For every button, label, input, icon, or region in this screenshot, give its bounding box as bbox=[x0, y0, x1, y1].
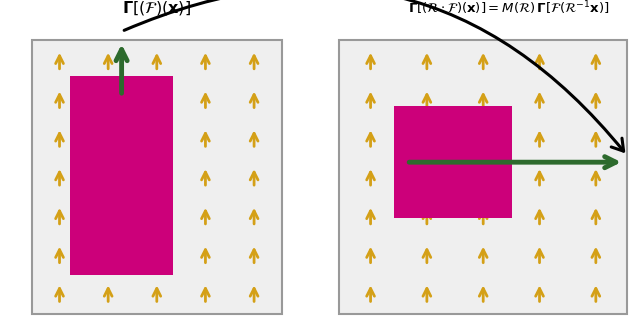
Bar bbox=[70, 76, 173, 275]
Text: $\mathbf{\Gamma}[(\mathcal{R}\cdot\mathcal{F})(\mathbf{x})] = M(\mathcal{R})\,\m: $\mathbf{\Gamma}[(\mathcal{R}\cdot\mathc… bbox=[408, 0, 609, 17]
Bar bbox=[339, 40, 627, 314]
Bar bbox=[32, 40, 282, 314]
FancyArrowPatch shape bbox=[124, 0, 623, 151]
Bar bbox=[394, 106, 512, 218]
Text: $\mathbf{\Gamma}[(\mathcal{F})(\mathbf{x})]$: $\mathbf{\Gamma}[(\mathcal{F})(\mathbf{x… bbox=[122, 0, 191, 17]
